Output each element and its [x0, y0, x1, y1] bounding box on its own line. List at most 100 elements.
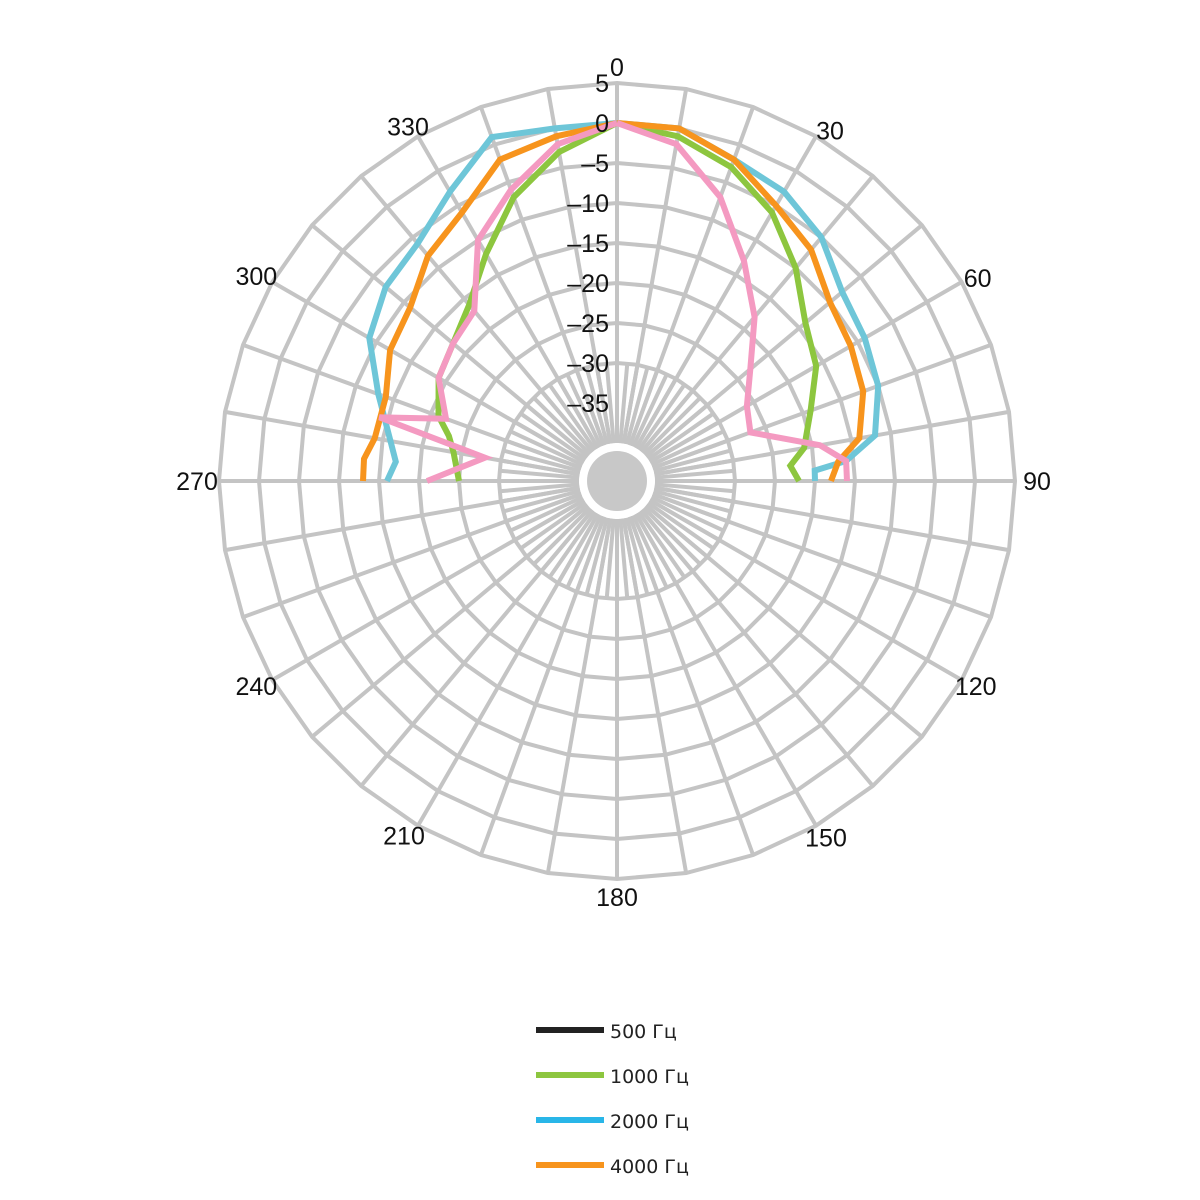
- grid-hub-spoke: [532, 396, 592, 456]
- grid-hub-spoke: [637, 510, 687, 579]
- grid-hub-spoke: [519, 411, 588, 461]
- grid-hub-spoke: [525, 403, 590, 459]
- grid-hub-spoke: [646, 501, 715, 551]
- radial-tick-label: 5: [595, 70, 609, 98]
- grid-hub-spoke: [637, 383, 687, 452]
- grid-hub-spoke: [650, 429, 725, 467]
- grid-hub-spoke: [519, 501, 588, 551]
- grid-hub-spoke: [634, 377, 678, 450]
- grid-hub-spoke: [639, 389, 695, 454]
- radial-tick-labels: 5 0 –5 –10 –15 –20 –25 –30 –35: [567, 70, 609, 418]
- grid-hub-spoke: [547, 510, 597, 579]
- grid-hub-spoke: [556, 512, 600, 585]
- angle-label: 300: [235, 263, 277, 291]
- grid-hub-spoke: [648, 420, 721, 464]
- grid-hub-spoke: [547, 383, 597, 452]
- grid-hub-spoke: [574, 369, 606, 446]
- grid-hub-spoke: [499, 468, 580, 480]
- grid-hub-spoke: [639, 508, 695, 573]
- grid-hub-spoke: [565, 373, 603, 448]
- legend-label: 2000 Гц: [610, 1111, 689, 1133]
- grid-hub-spoke: [628, 369, 660, 446]
- grid-hub-spoke: [648, 498, 721, 542]
- grid-hub-spoke: [644, 403, 709, 459]
- grid-hub-spoke: [505, 492, 582, 524]
- angle-label: 330: [387, 113, 429, 141]
- radial-tick-label: –20: [567, 270, 609, 298]
- grid-hub-spoke: [650, 495, 725, 533]
- grid-hub-spoke: [513, 420, 586, 464]
- grid-hub-spoke: [653, 448, 732, 474]
- angle-label: 210: [383, 823, 425, 851]
- angle-labels: 0 30 60 90 120 150 180 210 240 270 300 330: [176, 54, 1051, 912]
- grid-hub-spoke: [642, 396, 702, 456]
- grid-hub-spoke: [642, 506, 702, 566]
- angle-label: 180: [596, 884, 638, 912]
- grid-hub-spoke: [621, 364, 640, 444]
- angle-label: 150: [805, 825, 847, 853]
- grid-hub-spoke: [532, 506, 592, 566]
- angle-label: 0: [610, 54, 624, 82]
- grid-hub-spoke: [502, 448, 581, 474]
- grid-hub-spoke: [509, 495, 584, 533]
- grid-hub: [587, 451, 647, 511]
- grid-hub-spoke: [618, 363, 630, 444]
- grid-hub-spoke: [634, 512, 678, 585]
- grid-hub-spoke: [500, 485, 580, 504]
- angle-label: 60: [964, 265, 992, 293]
- series-line-4000-Гц-left: [360, 120, 618, 482]
- legend-label: 1000 Гц: [610, 1066, 689, 1088]
- grid-hub-spoke: [631, 514, 669, 589]
- legend-label: 4000 Гц: [610, 1156, 689, 1178]
- grid-hub-spoke: [624, 517, 650, 596]
- grid-hub-spoke: [499, 482, 580, 494]
- legend: 500 Гц 1000 Гц 2000 Гц 4000 Гц: [536, 1021, 689, 1178]
- radial-tick-label: –5: [581, 150, 609, 178]
- grid-hub-spoke: [604, 518, 616, 599]
- grid-hub-spoke: [654, 482, 735, 494]
- radial-tick-label: –35: [567, 390, 609, 418]
- series-line-unnamed-4-right: [615, 120, 850, 482]
- radial-tick-label: –30: [567, 350, 609, 378]
- grid-hub-spoke: [604, 363, 616, 444]
- grid-hub-spoke: [628, 516, 660, 593]
- grid-hub-spoke: [594, 364, 613, 444]
- angle-label: 270: [176, 468, 218, 496]
- grid-hub-spoke: [624, 366, 650, 445]
- angle-label: 240: [235, 673, 277, 701]
- grid-hub-spoke: [631, 373, 669, 448]
- polar-grid: [216, 80, 1018, 882]
- grid-hub-spoke: [525, 503, 590, 559]
- grid-hub-spoke: [539, 389, 595, 454]
- angle-label: 90: [1023, 468, 1051, 496]
- grid-hub-spoke: [652, 438, 729, 470]
- grid-hub-spoke: [565, 514, 603, 589]
- grid-hub-spoke: [618, 518, 630, 599]
- grid-hub-spoke: [556, 377, 600, 450]
- grid-hub-spoke: [513, 498, 586, 542]
- grid-hub-spoke: [654, 468, 735, 480]
- angle-label: 120: [955, 673, 997, 701]
- grid-hub-spoke: [654, 485, 734, 504]
- grid-hub-spoke: [502, 488, 581, 514]
- legend-label: 500 Гц: [610, 1021, 677, 1043]
- grid-hub-spoke: [594, 518, 613, 598]
- radial-tick-label: –25: [567, 310, 609, 338]
- grid-hub-spoke: [654, 458, 734, 477]
- grid-hub-spoke: [505, 438, 582, 470]
- grid-hub-spoke: [644, 503, 709, 559]
- grid-hub-spoke: [652, 492, 729, 524]
- grid-hub-spoke: [509, 429, 584, 467]
- grid-hub-spoke: [653, 488, 732, 514]
- radial-tick-label: –10: [567, 190, 609, 218]
- grid-hub-spoke: [500, 458, 580, 477]
- series-layer: [360, 120, 882, 484]
- grid-hub-spoke: [584, 366, 610, 445]
- series-line-1000-Гц-right: [616, 120, 820, 483]
- grid-hub-spoke: [646, 411, 715, 461]
- grid-hub-spoke: [539, 508, 595, 573]
- grid-hub-spoke: [574, 516, 606, 593]
- radial-tick-label: –15: [567, 230, 609, 258]
- series-line-unnamed-4-left: [378, 120, 619, 484]
